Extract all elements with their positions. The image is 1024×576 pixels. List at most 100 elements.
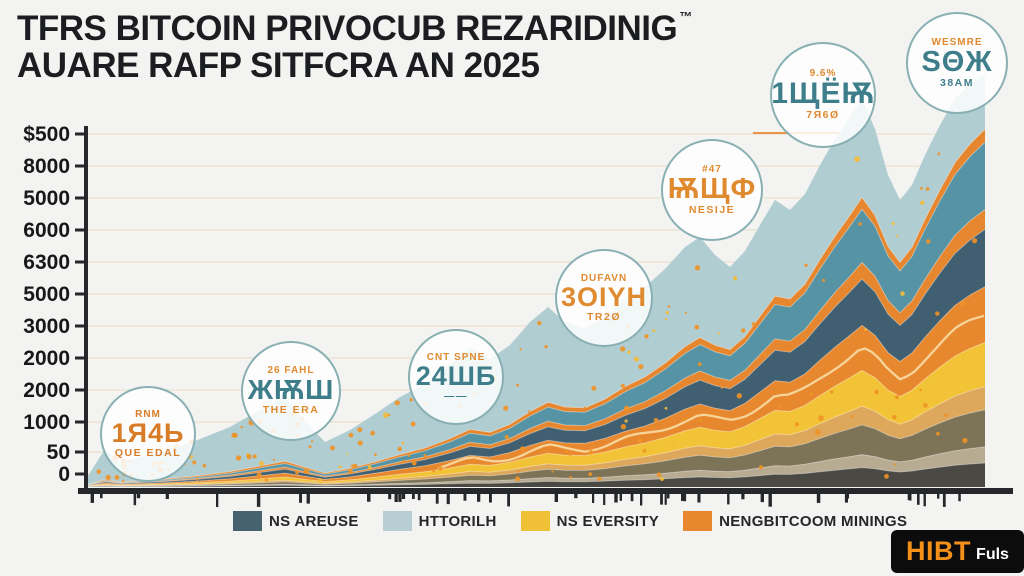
y-axis-labels: $500 8000 5000 6000 6300 5000 3000 2000 2000 1000… bbox=[23, 123, 70, 486]
speckle bbox=[851, 415, 855, 419]
speckle bbox=[481, 365, 486, 369]
speckle bbox=[568, 452, 572, 456]
speckle bbox=[407, 454, 411, 457]
speckle bbox=[188, 454, 193, 460]
speckle bbox=[457, 403, 461, 408]
speckle bbox=[758, 465, 764, 470]
speckle bbox=[397, 446, 403, 452]
speckle bbox=[751, 322, 756, 326]
speckle bbox=[830, 390, 834, 394]
x-axis-line bbox=[78, 488, 1013, 494]
y-axis-tick bbox=[75, 260, 85, 264]
speckle bbox=[330, 477, 333, 481]
logo-text-secondary: Fuls bbox=[976, 546, 1009, 563]
x-axis-tick bbox=[760, 494, 764, 503]
speckle bbox=[624, 419, 628, 423]
legend-label: NS EVERSITY bbox=[556, 512, 660, 530]
speckle bbox=[348, 469, 353, 475]
speckle bbox=[623, 405, 630, 412]
y-axis-tick bbox=[75, 356, 85, 360]
speckle bbox=[683, 417, 687, 421]
x-axis-tick bbox=[463, 494, 467, 501]
speckle bbox=[357, 427, 363, 433]
speckle bbox=[174, 443, 179, 449]
speckle bbox=[388, 413, 391, 417]
speckle bbox=[697, 362, 702, 367]
speckle bbox=[936, 431, 940, 436]
y-axis-label: 0 bbox=[58, 463, 70, 486]
speckle bbox=[962, 437, 968, 444]
speckle bbox=[804, 263, 808, 267]
legend-item: HTTORILH bbox=[382, 511, 497, 531]
speckle bbox=[644, 334, 649, 339]
layer-edge-highlight bbox=[85, 286, 986, 487]
speckle bbox=[379, 466, 383, 469]
area-layer-pale-blue bbox=[86, 74, 985, 486]
speckle bbox=[894, 395, 899, 400]
y-axis-tick bbox=[75, 132, 85, 136]
x-axis-tick bbox=[574, 494, 578, 499]
y-axis-tick bbox=[75, 420, 85, 424]
trademark-symbol: ™ bbox=[679, 9, 692, 24]
speckle bbox=[183, 462, 187, 466]
speckle bbox=[96, 469, 102, 474]
legend-swatch bbox=[683, 511, 713, 531]
y-axis-label: 50 bbox=[47, 441, 70, 464]
legend-swatch bbox=[233, 511, 262, 531]
speckle bbox=[741, 328, 746, 333]
speckle bbox=[864, 328, 867, 331]
x-axis-tick bbox=[917, 494, 920, 505]
x-axis-tick bbox=[256, 494, 261, 507]
speckle bbox=[114, 475, 120, 480]
speckle bbox=[504, 435, 509, 440]
layer-edge-highlight bbox=[85, 342, 986, 487]
x-axis-tick bbox=[697, 494, 701, 503]
speckle bbox=[857, 273, 861, 277]
speckle bbox=[520, 446, 526, 452]
speckle bbox=[290, 413, 294, 417]
y-axis-label: 5000 bbox=[23, 283, 70, 306]
x-axis-tick bbox=[489, 494, 492, 503]
speckle bbox=[258, 419, 263, 424]
legend-item: NS AREUSE bbox=[233, 511, 359, 531]
hibt-logo: HIBT Fuls bbox=[891, 530, 1024, 573]
y-axis-label: 6300 bbox=[23, 251, 70, 274]
x-axis-tick bbox=[942, 494, 946, 507]
layer-edge-highlight bbox=[85, 141, 986, 487]
orange-band-highlight-line bbox=[437, 314, 985, 470]
speckle bbox=[944, 413, 948, 417]
speckle bbox=[122, 479, 125, 482]
speckle bbox=[370, 430, 375, 436]
x-axis-tick bbox=[937, 494, 940, 499]
x-axis-tick bbox=[398, 494, 402, 502]
area-layer-tan-orange bbox=[86, 386, 985, 487]
speckle bbox=[519, 348, 522, 351]
y-axis-tick bbox=[75, 450, 85, 454]
speckle bbox=[925, 239, 931, 244]
speckle bbox=[129, 459, 133, 463]
x-axis-tick bbox=[660, 494, 663, 505]
layer-edge-highlight bbox=[85, 409, 986, 488]
speckle bbox=[272, 458, 275, 461]
speckle bbox=[295, 470, 299, 475]
y-axis-label: $500 bbox=[23, 123, 70, 146]
logo-text-primary: HIBT bbox=[906, 536, 972, 566]
layer-edge-highlight bbox=[85, 386, 986, 488]
speckle bbox=[411, 460, 417, 466]
speckle bbox=[235, 455, 242, 461]
speckle bbox=[597, 476, 602, 481]
speckle bbox=[157, 467, 163, 473]
speckle bbox=[252, 454, 257, 459]
speckle bbox=[653, 418, 659, 423]
speckle bbox=[583, 406, 586, 409]
area-layer-orange-stripe-2 bbox=[86, 209, 985, 486]
speckle bbox=[620, 424, 627, 430]
speckle bbox=[128, 473, 134, 478]
speckle bbox=[121, 463, 127, 469]
speckle bbox=[620, 383, 625, 388]
speckle bbox=[699, 418, 703, 422]
speckle bbox=[642, 448, 647, 453]
y-axis-tick bbox=[75, 228, 85, 232]
layer-edge-highlight bbox=[85, 462, 986, 488]
